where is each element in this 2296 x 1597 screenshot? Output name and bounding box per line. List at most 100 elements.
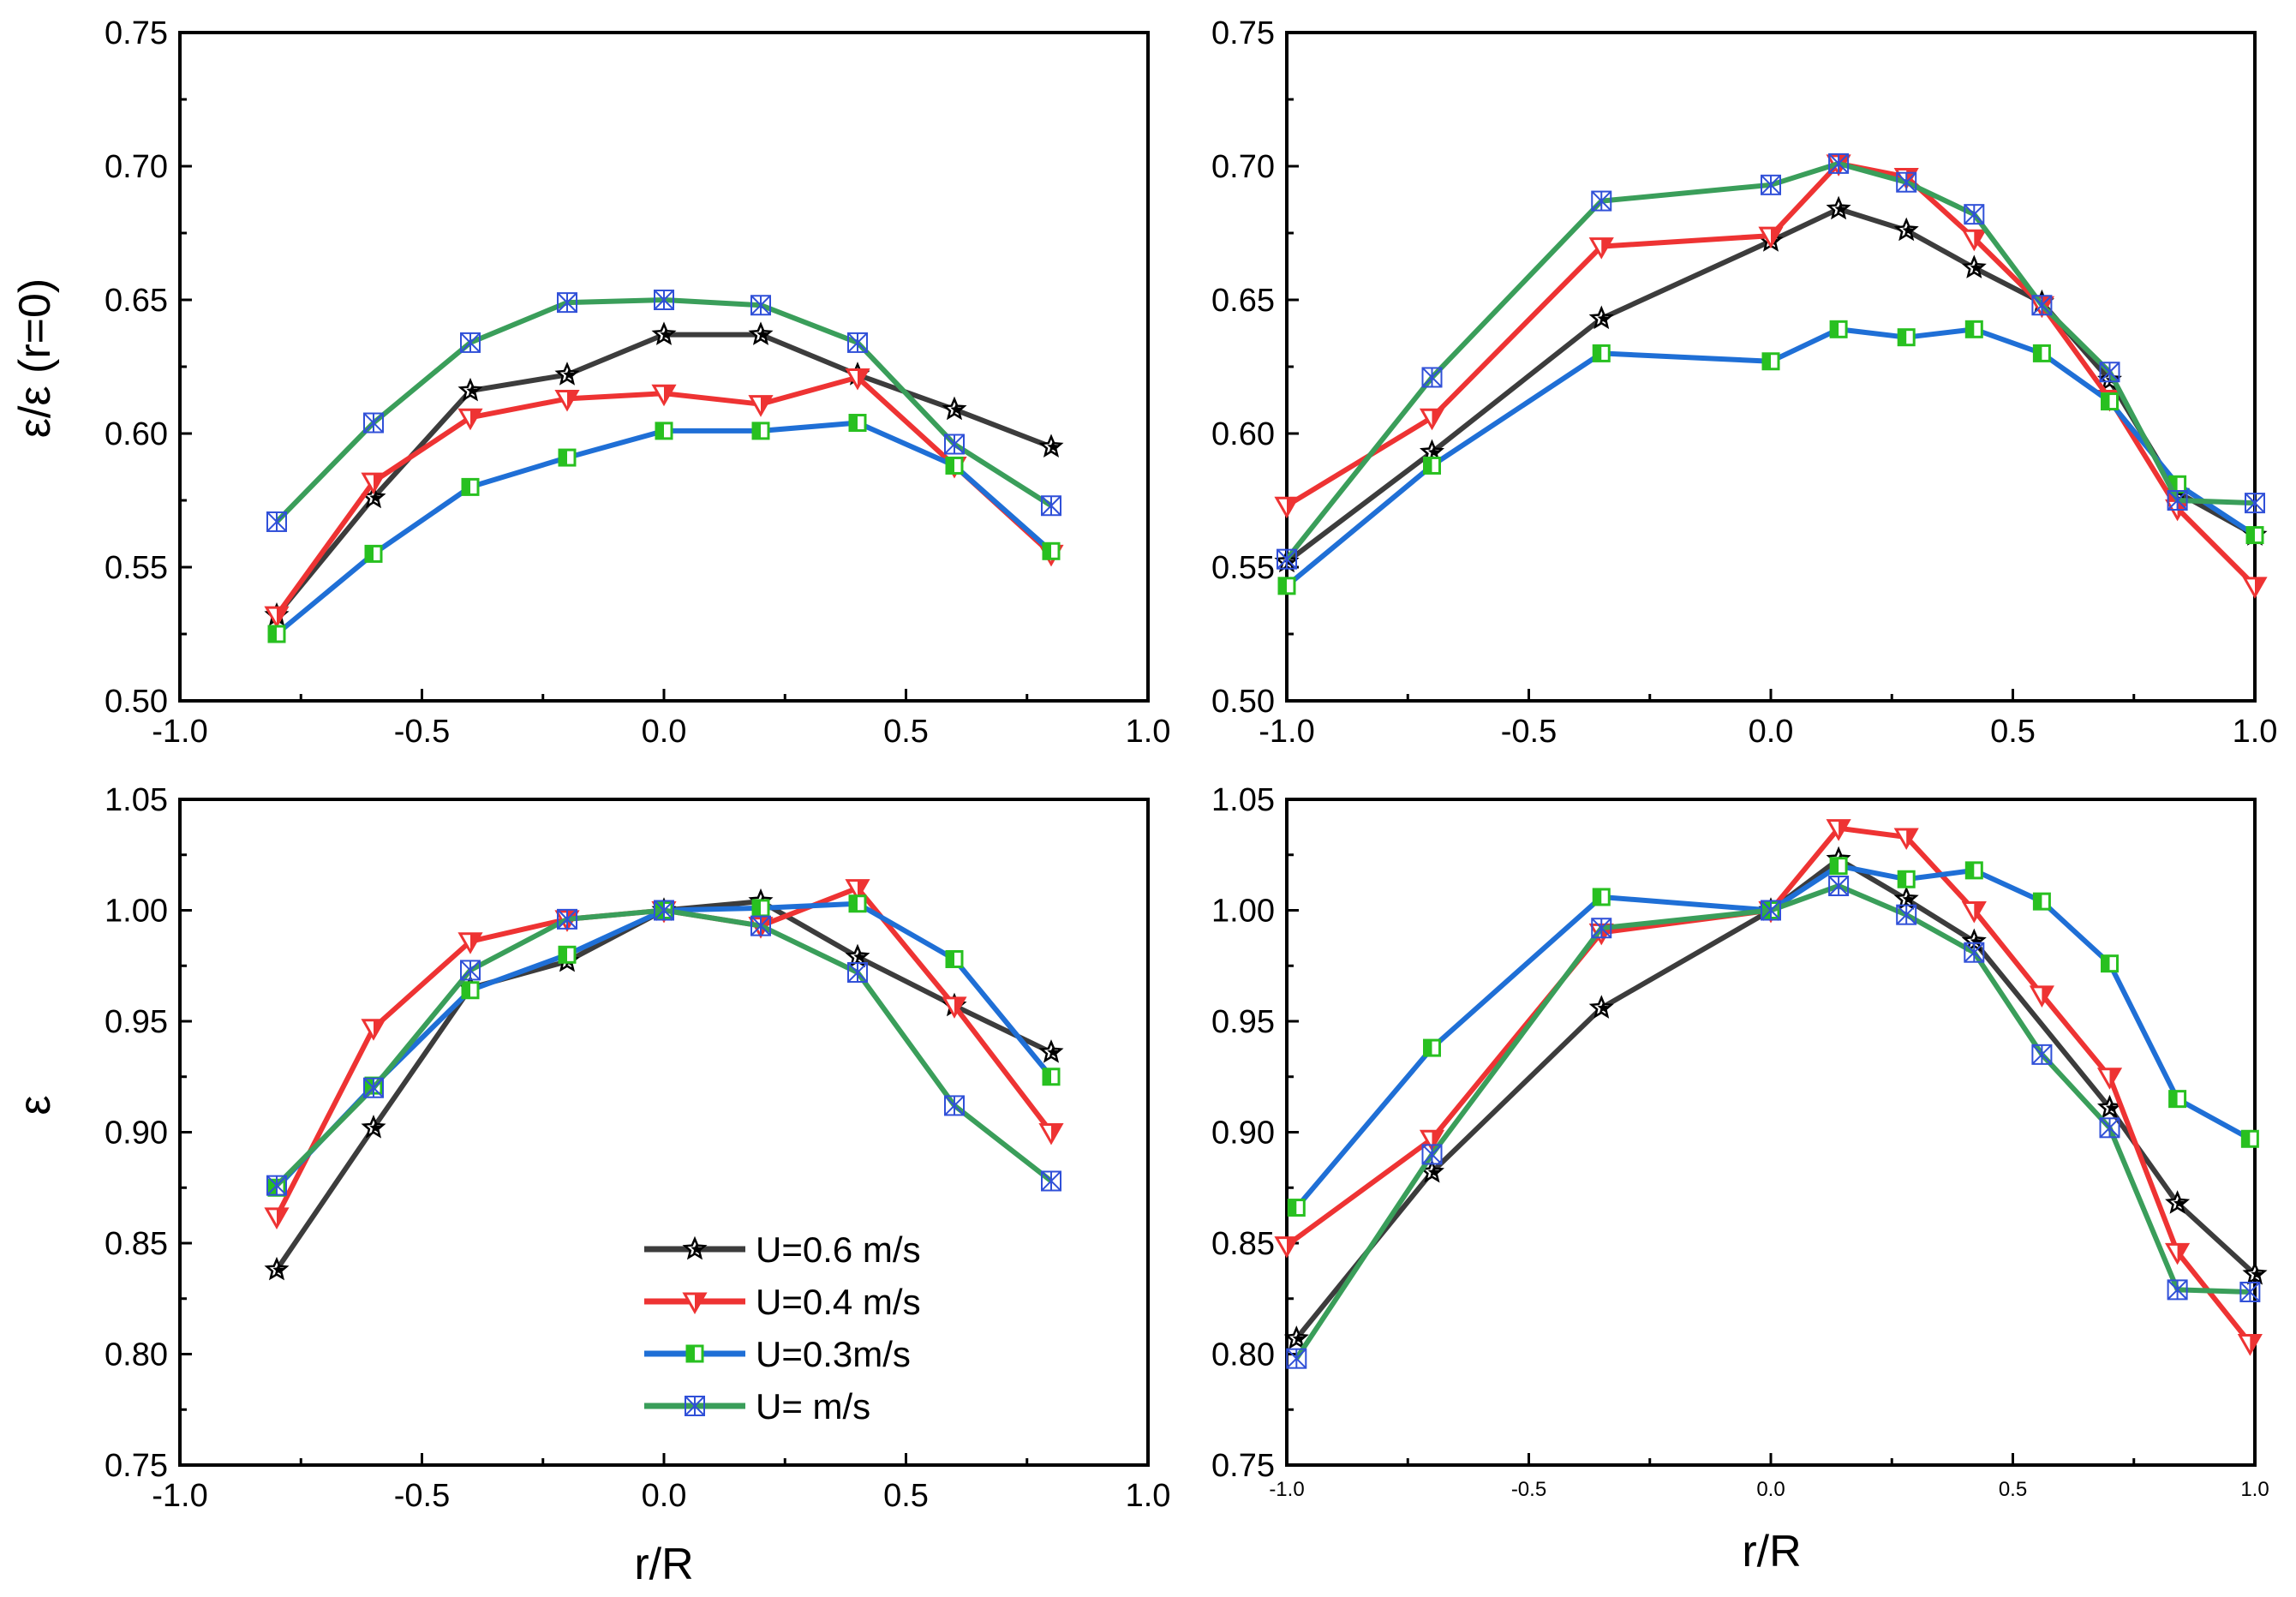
data-point-1 (1038, 1123, 1064, 1145)
data-point-3-cross (460, 960, 481, 981)
legend-triangle-icon-fill (695, 1294, 705, 1312)
data-point-1 (2096, 1068, 2123, 1090)
data-point-2 (1964, 861, 1983, 880)
data-point-3-cross (847, 332, 868, 353)
data-point-3 (1828, 876, 1850, 897)
x-tick-label: 1.0 (1126, 1478, 1171, 1514)
data-point-3 (1828, 153, 1850, 174)
data-point-0 (1588, 995, 1614, 1019)
legend-x-box-icon (685, 1396, 705, 1416)
data-point-3-cross (750, 915, 771, 936)
data-point-1 (1588, 237, 1614, 260)
x-tick-label: 0.0 (1756, 1478, 1785, 1501)
data-point-3-cross (557, 909, 577, 930)
y-tick-label: 0.80 (105, 1337, 168, 1373)
data-point-1 (1758, 226, 1784, 249)
data-point-2-fill (947, 951, 954, 967)
data-point-1 (1961, 229, 1987, 252)
data-point-1-fill (470, 933, 481, 952)
data-point-2-fill (1043, 1068, 1051, 1085)
data-point-3-cross (2167, 490, 2188, 511)
data-point-0 (361, 1115, 386, 1139)
data-point-3-cross (1761, 900, 1781, 921)
panel-bottom-right: -1.0 -0.5 0.0 0.5 1.0 0.75 0.80 0.85 0.90 0.95 1.0… (1211, 782, 2269, 1501)
data-point-3 (2239, 1281, 2261, 1302)
x-tick-label: 0.5 (883, 1478, 929, 1514)
data-point-2-fill (1279, 577, 1287, 594)
data-point-1-fill (2250, 1335, 2261, 1354)
legend-star-icon-fill (691, 1243, 703, 1254)
data-point-0 (942, 396, 967, 421)
data-point-0-fill (1834, 202, 1846, 214)
data-point-0 (1588, 305, 1614, 330)
y-tick-label: 1.05 (1211, 782, 1275, 818)
data-point-1-fill (2042, 986, 2053, 1005)
data-point-1-fill (470, 410, 481, 428)
data-point-3-cross (847, 962, 868, 983)
data-point-2 (558, 448, 577, 467)
series-line-0 (274, 332, 1053, 618)
data-point-1 (1419, 408, 1445, 431)
data-point-2 (1277, 577, 1296, 595)
data-point-2-fill (1966, 862, 1975, 878)
data-point-0-fill (466, 385, 478, 396)
data-point-2-fill (1424, 458, 1432, 474)
data-point-2-fill (2169, 1091, 2178, 1107)
data-point-2 (2032, 344, 2051, 362)
legend-label-u04: U=0.4 m/s (756, 1282, 921, 1322)
data-point-1 (361, 472, 386, 495)
data-point-2 (1964, 320, 1983, 338)
data-point-3-cross (1828, 876, 1849, 896)
data-point-3 (1896, 904, 1917, 925)
data-point-3 (1277, 548, 1297, 570)
data-point-2 (945, 456, 964, 475)
data-point-3 (750, 915, 771, 936)
data-point-3 (2031, 295, 2053, 316)
data-point-0-fill (369, 1121, 381, 1133)
data-point-0-fill (1427, 446, 1440, 458)
y-tick-label: 0.95 (1211, 1004, 1275, 1040)
data-point-1-fill (1974, 230, 1985, 249)
data-point-1-fill (858, 369, 868, 388)
x-tick-label: 0.0 (1749, 714, 1794, 750)
data-point-3-cross (557, 292, 577, 313)
data-point-1-fill (1287, 1237, 1297, 1256)
y-tick-label: 0.65 (1211, 283, 1275, 319)
y-tick-label: 0.80 (1211, 1337, 1275, 1373)
data-point-1-fill (277, 607, 287, 626)
data-point-2-fill (2242, 1131, 2251, 1147)
data-point-2 (2240, 1129, 2259, 1148)
data-point-2 (1423, 1038, 1441, 1057)
data-point-3 (1761, 174, 1781, 195)
data-point-2 (848, 894, 867, 913)
data-point-1-fill (2255, 577, 2265, 596)
data-point-2 (1829, 857, 1848, 876)
data-point-3 (654, 290, 674, 310)
data-point-3 (654, 900, 674, 921)
data-point-3 (266, 1175, 287, 1196)
data-point-3 (363, 1077, 384, 1098)
data-point-0-fill (1292, 1332, 1304, 1343)
data-point-2-fill (1593, 345, 1602, 362)
data-point-2-fill (559, 947, 567, 963)
data-point-0-fill (1597, 1002, 1609, 1014)
data-point-2 (751, 422, 770, 440)
data-point-3-cross (1896, 904, 1916, 925)
y-tick-label: 0.65 (105, 283, 168, 319)
legend-label-u: U= m/s (756, 1386, 870, 1427)
data-point-1-fill (1601, 238, 1612, 257)
data-point-3 (2245, 493, 2265, 514)
y-tick-label: 0.55 (105, 550, 168, 586)
data-point-3 (266, 511, 287, 532)
data-point-1 (1826, 819, 1851, 841)
data-point-1-fill (1771, 228, 1781, 247)
y-axis-title-top: ε/ε (r=0) (10, 278, 60, 439)
data-point-0-fill (950, 403, 962, 415)
y-tick-label: 0.70 (105, 149, 168, 185)
data-point-3-cross (2099, 362, 2120, 382)
data-point-3 (1041, 495, 1061, 517)
data-point-2 (267, 625, 286, 643)
data-point-2-fill (463, 479, 470, 495)
legend-entry-u03: U=0.3m/s (644, 1334, 911, 1374)
data-point-0-fill (1970, 261, 1982, 273)
